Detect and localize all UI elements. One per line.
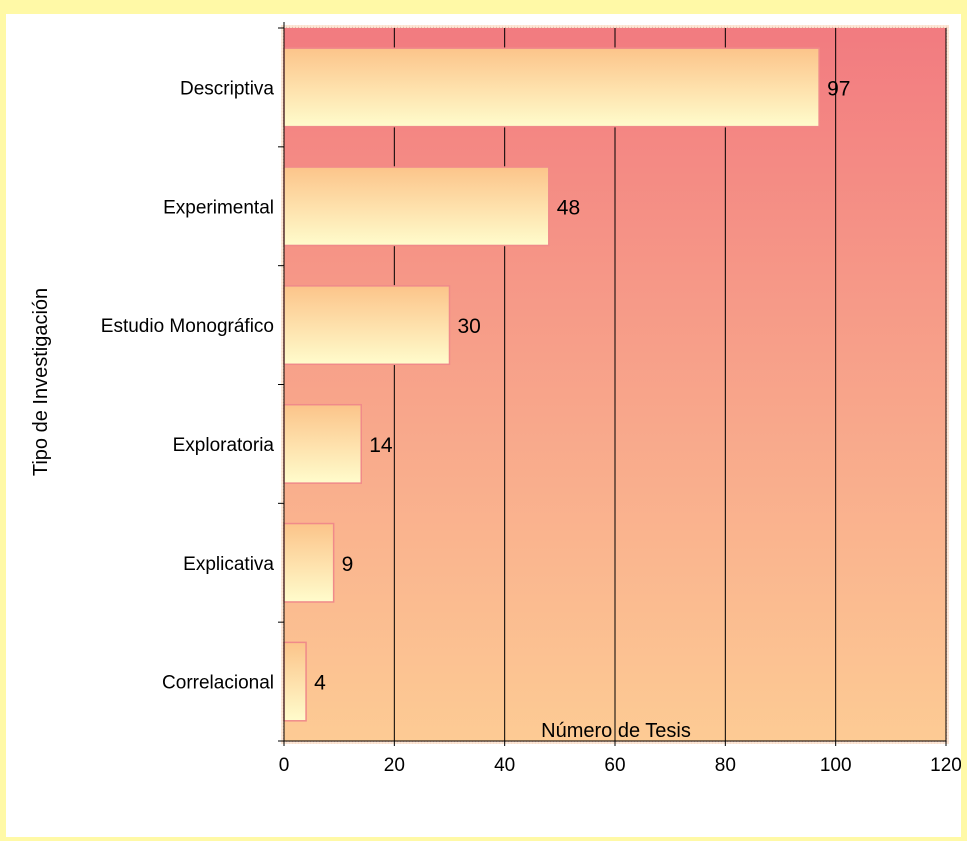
bar-experimental [283, 166, 550, 247]
x-tick-label: 60 [604, 755, 625, 776]
category-label: Explicativa [183, 554, 274, 575]
data-label: 48 [557, 196, 580, 219]
category-label: Estudio Monográfico [101, 316, 274, 337]
y-axis-title: Tipo de Investigación [30, 288, 52, 476]
x-tick-label: 40 [494, 755, 515, 776]
gridlines [393, 28, 947, 741]
data-label: 14 [369, 434, 393, 457]
x-tick-label: 0 [279, 755, 290, 776]
chart-frame: 0 20 40 60 80 100 120 Descriptiva Experimental E… [6, 14, 961, 837]
data-label: 9 [342, 553, 354, 576]
bar-correlacional [283, 641, 307, 722]
data-label: 4 [314, 672, 326, 695]
category-label: Descriptiva [180, 78, 274, 99]
x-tick-label: 100 [820, 755, 852, 776]
data-labels: 97 48 30 14 9 4 [314, 77, 850, 694]
x-axis-title: Número de Tesis [541, 720, 691, 742]
data-label: 97 [827, 77, 850, 100]
horizontal-bar-chart: 0 20 40 60 80 100 120 Descriptiva Experimental E… [30, 22, 961, 776]
category-label: Exploratoria [173, 435, 275, 456]
axes [278, 22, 947, 746]
category-label: Correlacional [162, 673, 274, 694]
bar-explicativa [283, 522, 335, 603]
x-tick-label: 80 [715, 755, 736, 776]
x-tick-label: 20 [384, 755, 405, 776]
bars [283, 47, 820, 722]
data-label: 30 [458, 315, 481, 338]
bar-descriptiva [283, 47, 820, 128]
category-labels: Descriptiva Experimental Estudio Monográfi… [101, 78, 275, 693]
x-tick-labels: 0 20 40 60 80 100 120 [279, 755, 961, 776]
category-label: Experimental [163, 197, 274, 218]
bar-exploratoria [283, 403, 362, 484]
bar-estudio-monogr-fico [283, 285, 451, 366]
x-tick-label: 120 [930, 755, 961, 776]
